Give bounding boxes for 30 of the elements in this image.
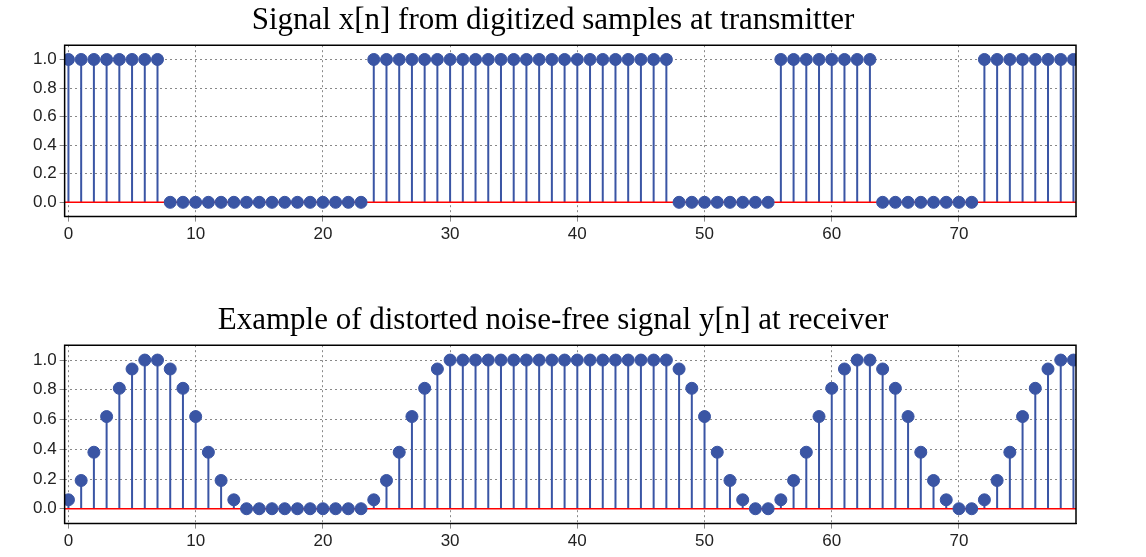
x-tick-label: 50 <box>695 224 714 244</box>
y-tick-label: 0.8 <box>32 77 57 97</box>
x-tick-label: 20 <box>313 531 333 551</box>
x-tick-label: 30 <box>440 531 460 551</box>
x-tick-label: 0 <box>63 531 74 551</box>
y-tick-label: 0.4 <box>32 134 57 154</box>
x-tick-label: 70 <box>949 224 969 244</box>
x-tick-label: 40 <box>567 224 587 244</box>
x-tick-label: 70 <box>949 531 969 551</box>
y-tick-label: 0.4 <box>32 438 57 458</box>
x-tick-label: 0 <box>63 224 74 244</box>
y-tick-label: 0.0 <box>32 498 57 518</box>
y-tick-label: 1.0 <box>32 49 57 69</box>
y-tick-label: 0.2 <box>32 163 57 183</box>
y-tick-label: 0.0 <box>32 192 57 211</box>
x-tick-label: 60 <box>822 224 842 244</box>
x-tick-label: 10 <box>186 224 206 244</box>
chart-title: Signal x[n] from digitized samples at transmitter <box>251 0 855 36</box>
y-tick-label: 0.6 <box>32 106 57 126</box>
chart-title: Example of distorted noise-free signal y[n] at receiver <box>217 300 889 336</box>
x-tick-label: 20 <box>313 224 333 244</box>
y-tick-label: 0.8 <box>32 379 57 399</box>
x-tick-label: 50 <box>695 531 714 551</box>
x-tick-label: 10 <box>186 531 206 551</box>
y-tick-label: 0.2 <box>32 468 57 488</box>
y-tick-label: 1.0 <box>32 349 57 369</box>
y-tick-label: 0.6 <box>32 409 57 429</box>
x-tick-label: 60 <box>822 531 842 551</box>
x-tick-label: 40 <box>567 531 587 551</box>
x-tick-label: 30 <box>440 224 460 244</box>
